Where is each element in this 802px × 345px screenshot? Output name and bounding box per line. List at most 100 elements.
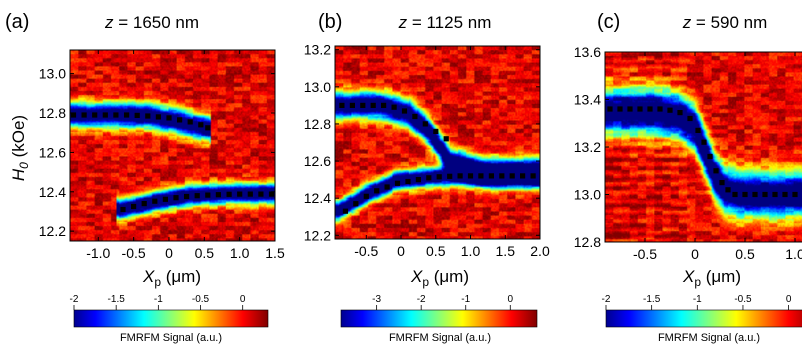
marker-point xyxy=(155,114,161,120)
marker-point xyxy=(353,201,359,207)
marker-point xyxy=(70,112,77,118)
marker-point xyxy=(719,180,725,186)
colorbar-b-caption: FMRFM Signal (a.u.) xyxy=(389,332,491,344)
y-tick-label: 12.8 xyxy=(39,105,66,121)
colorbar-c-strip xyxy=(605,309,802,328)
colorbar-tick-label: -0.5 xyxy=(192,294,210,305)
marker-point xyxy=(752,191,758,198)
marker-point xyxy=(762,191,768,198)
marker-point xyxy=(467,173,474,179)
colorbar-tick-label: -2 xyxy=(70,294,79,305)
x-tick-label: 0.5 xyxy=(195,245,215,261)
y-axis-label-var: H xyxy=(9,168,28,181)
plot-frame-a xyxy=(69,49,276,242)
x-tick-label: 0.5 xyxy=(426,243,446,259)
marker-point xyxy=(478,173,484,179)
marker-point xyxy=(184,193,190,200)
colorbar-tick-label: -2 xyxy=(417,294,426,305)
x-axis-label-var-c: X xyxy=(682,267,695,286)
y-tick-label: 13.6 xyxy=(574,44,601,60)
x-axis-label-unit: (μm) xyxy=(161,267,201,286)
marker-point xyxy=(509,173,515,179)
marker-point xyxy=(92,112,98,118)
x-axis-label-unit-b: (μm) xyxy=(429,267,469,286)
x-tick-label: 0.5 xyxy=(735,246,755,262)
panel-c: (c) z = 590 nm -0.5 0 0.5 1.0 12.8 13.0 13.2 13… xyxy=(574,11,802,344)
marker-point xyxy=(667,107,673,113)
panel-c-title-rest: = 590 nm xyxy=(691,13,767,32)
marker-point xyxy=(742,191,748,198)
x-axis-label-var: X xyxy=(142,267,155,286)
marker-point xyxy=(422,121,428,127)
marker-point xyxy=(268,191,275,197)
marker-point xyxy=(381,102,387,108)
colorbar-a: -2 -1.5 -1 -0.5 0 FMRFM Signal (a.u.) xyxy=(70,294,269,344)
marker-point xyxy=(205,192,211,198)
y-axis-label-unit: (kOe) xyxy=(9,115,28,162)
y-tick-label: 12.8 xyxy=(574,234,601,250)
marker-point xyxy=(687,115,693,122)
marker-point xyxy=(360,102,366,108)
marker-point xyxy=(187,119,193,125)
panel-a-title-rest: = 1650 nm xyxy=(113,13,199,32)
x-axis-label-sub-b: p xyxy=(422,275,429,289)
colorbar-tick-label: -3 xyxy=(372,294,381,305)
marker-point xyxy=(732,191,738,198)
marker-point xyxy=(647,106,653,112)
marker-point xyxy=(412,113,418,120)
x-tick-label: 0 xyxy=(165,245,173,261)
colorbar-b: -3 -2 -1 0 FMRFM Signal (a.u.) xyxy=(340,294,538,344)
marker-point xyxy=(792,191,798,198)
marker-point xyxy=(342,208,348,214)
marker-point xyxy=(713,168,719,174)
marker-point xyxy=(391,104,397,110)
colorbar-c: -2 -1.5 -1 -0.5 0 FMRFM Signal (a.u.) xyxy=(602,294,802,344)
marker-point xyxy=(102,112,108,118)
markers-c xyxy=(607,106,798,198)
x-tick-label: 0 xyxy=(397,243,405,259)
y-tick-label: 13.0 xyxy=(39,66,66,82)
marker-point xyxy=(205,125,211,131)
panel-b: (b) z = 1125 nm -0.5 0 0.5 1.0 1.5 2.0 12.2 12.… xyxy=(304,11,550,344)
heatmap-a xyxy=(70,50,275,241)
marker-point xyxy=(198,122,204,128)
colorbar-c-ticks: -2 -1.5 -1 -0.5 0 xyxy=(602,294,792,310)
colorbar-b-strip xyxy=(340,309,538,328)
marker-point xyxy=(194,193,200,199)
marker-point xyxy=(113,112,119,118)
marker-point xyxy=(349,102,355,108)
marker-point xyxy=(131,203,137,210)
y-tick-label: 12.2 xyxy=(39,223,66,239)
ticks-b: -0.5 0 0.5 1.0 1.5 2.0 12.2 12.4 12.6 12.8 13.0 13.… xyxy=(304,42,550,259)
marker-point xyxy=(226,191,232,197)
marker-point xyxy=(782,191,788,198)
marker-point xyxy=(394,180,401,186)
colorbar-tick-label: -1.5 xyxy=(108,294,126,305)
marker-point xyxy=(363,193,369,199)
y-tick-label: 13.2 xyxy=(304,42,331,58)
marker-point xyxy=(145,113,151,119)
x-tick-label: 1.0 xyxy=(461,243,481,259)
y-tick-label: 12.2 xyxy=(304,227,331,243)
ticks-c: -0.5 0 0.5 1.0 12.8 13.0 13.2 13.4 13.6 xyxy=(574,44,802,262)
marker-point xyxy=(607,106,613,112)
heatmap-c xyxy=(605,52,802,242)
colorbar-tick-label: -1 xyxy=(693,294,702,305)
marker-point xyxy=(701,139,707,145)
y-tick-label: 13.4 xyxy=(574,92,601,108)
x-tick-label: 1.5 xyxy=(496,243,516,259)
x-axis-label-c: Xp (μm) xyxy=(682,267,741,289)
panel-b-title-var: z xyxy=(398,13,408,32)
marker-point xyxy=(772,191,778,198)
colorbar-tick-label: -2 xyxy=(602,294,611,305)
ticks-a: -1.0 -0.5 0 0.5 1.0 1.5 12.2 12.4 12.6 12.8 13.0 xyxy=(39,50,285,261)
marker-point xyxy=(433,128,439,134)
marker-point xyxy=(415,177,421,183)
marker-point xyxy=(457,173,463,179)
x-axis-label-unit-c: (μm) xyxy=(701,267,741,286)
panel-b-title-rest: = 1125 nm xyxy=(407,13,491,32)
colorbar-tick-label: 0 xyxy=(507,294,513,305)
x-axis-label-a: Xp (μm) xyxy=(142,267,201,289)
panel-a: (a) z = 1650 nm -1.0 -0.5 0 0.5 1.0 1.5 12.2 12… xyxy=(5,11,285,344)
